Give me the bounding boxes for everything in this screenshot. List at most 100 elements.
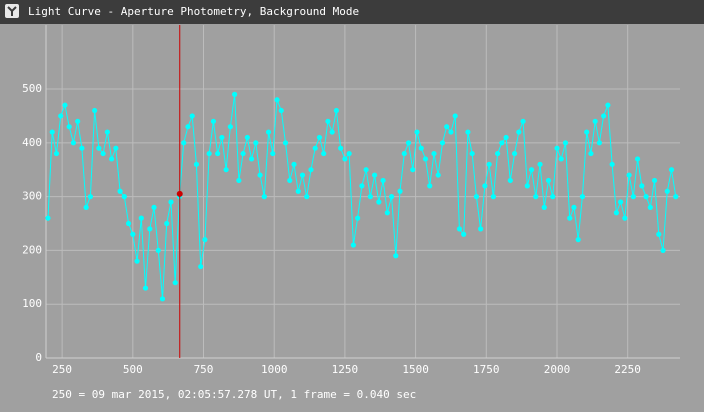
data-point [350,242,356,248]
data-point [588,150,594,157]
data-point [469,150,475,157]
data-point [291,161,297,167]
data-point [554,145,560,151]
data-point [422,156,429,162]
data-point [198,263,204,270]
data-point [240,150,246,157]
y-tick-label: 300 [22,190,42,203]
data-point [393,253,399,259]
data-point [75,118,81,124]
data-point [495,150,501,157]
data-point [673,194,679,200]
app-icon [5,4,19,18]
data-point [58,113,64,119]
data-point [45,215,51,221]
data-point [541,204,547,210]
data-point [664,188,670,194]
data-point [261,194,267,200]
data-point [359,183,365,189]
cursor-point [176,190,183,197]
data-point [537,161,543,167]
data-point [499,140,505,146]
data-point [308,167,314,173]
data-point [244,134,250,141]
data-point [465,129,471,135]
data-point [410,167,416,173]
data-point [325,118,331,124]
data-point [236,177,242,184]
data-point [533,194,539,200]
x-tick-label: 2250 [614,363,641,376]
data-point [193,161,200,167]
data-point [486,161,492,167]
data-point [304,194,310,200]
data-point [630,194,636,200]
data-point [278,107,284,114]
data-point [456,226,463,232]
data-point [448,129,454,135]
data-point [651,177,658,184]
data-point [511,150,518,157]
data-point [134,258,140,264]
data-point [567,215,573,221]
data-point [473,194,479,200]
status-text: 250 = 09 mar 2015, 02:05:57.278 UT, 1 fr… [52,388,416,401]
data-point [87,194,93,200]
data-point [482,183,488,189]
data-point [295,188,301,194]
data-point [142,285,149,291]
data-point [384,210,390,216]
data-point [223,167,229,173]
data-point [206,150,212,157]
data-point [138,215,144,221]
data-point [113,145,119,151]
data-point [100,150,106,157]
title-bar [0,0,704,24]
data-point [257,172,263,178]
data-point [189,113,195,119]
data-point [104,129,110,135]
data-point [321,150,327,157]
x-tick-label: 1750 [473,363,500,376]
data-point [405,140,412,146]
x-tick-label: 1250 [332,363,359,376]
data-point [53,150,60,157]
data-point [316,134,323,141]
data-point [579,194,586,200]
data-point [618,199,624,205]
y-tick-label: 400 [22,136,42,149]
data-point [516,129,522,135]
data-point [550,194,556,200]
data-point [151,204,157,210]
x-tick-label: 500 [123,363,143,376]
data-point [253,140,259,146]
data-point [125,220,132,227]
data-point [609,161,615,167]
data-point [545,177,552,184]
y-tick-label: 0 [35,351,42,364]
data-point [329,129,335,135]
x-tick-label: 250 [52,363,72,376]
data-point [270,150,276,157]
y-tick-label: 500 [22,82,42,95]
data-point [312,145,318,151]
data-point [461,231,467,237]
data-point [575,237,581,243]
data-point [109,156,115,162]
data-point [117,188,123,194]
data-point [215,150,221,157]
data-point [524,183,530,189]
data-point [656,231,662,237]
data-point [418,145,424,151]
data-point [168,199,174,205]
data-point [79,145,85,151]
data-point [435,172,441,178]
data-point [66,124,72,130]
data-point [202,237,208,243]
data-point [159,296,166,302]
data-point [668,167,675,173]
data-point [62,102,68,108]
data-point [388,194,395,200]
data-point [601,113,607,119]
